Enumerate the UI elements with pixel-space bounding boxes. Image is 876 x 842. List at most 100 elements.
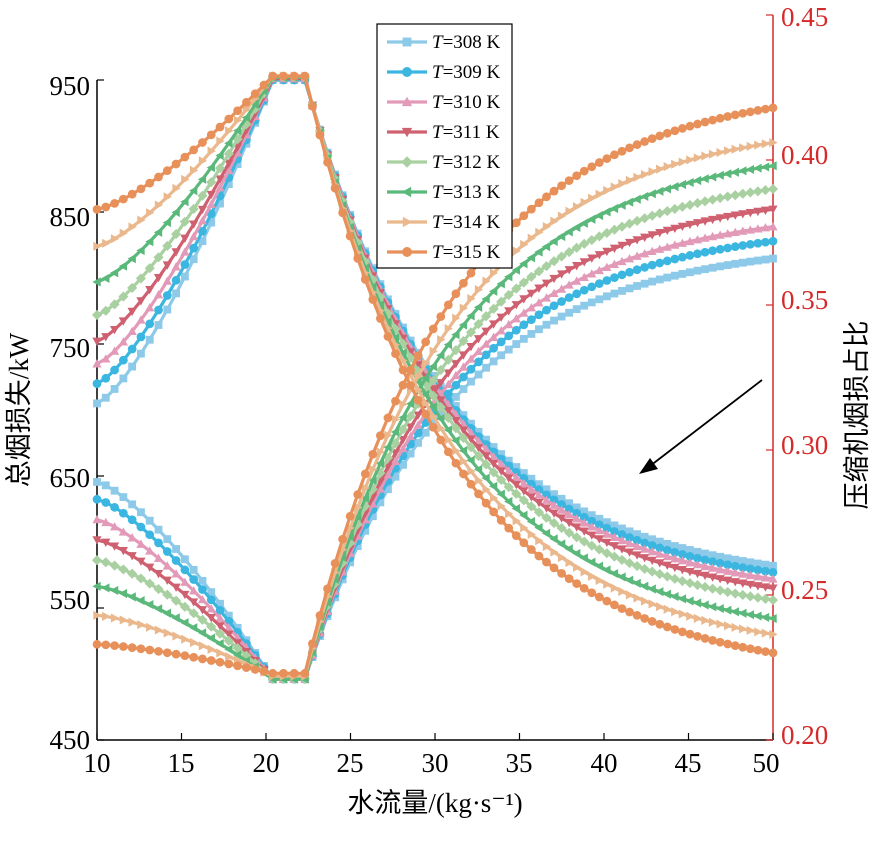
data-point xyxy=(730,561,740,571)
data-point xyxy=(670,224,680,233)
data-point xyxy=(723,605,732,615)
data-point xyxy=(91,309,103,321)
data-point xyxy=(572,523,582,532)
data-point xyxy=(549,288,559,298)
data-point xyxy=(579,272,589,282)
data-point xyxy=(730,110,740,120)
data-point xyxy=(579,238,590,249)
data-point xyxy=(154,625,164,635)
data-point xyxy=(708,557,717,567)
data-point xyxy=(459,385,468,393)
data-point xyxy=(137,215,146,225)
data-point xyxy=(716,262,725,271)
data-point xyxy=(353,490,363,499)
data-point xyxy=(602,518,611,527)
data-point xyxy=(497,450,506,458)
data-point xyxy=(397,424,409,435)
data-point xyxy=(655,543,665,553)
data-point xyxy=(692,598,702,608)
data-point xyxy=(473,335,484,344)
data-point xyxy=(443,406,453,416)
data-point xyxy=(647,547,657,556)
data-point xyxy=(647,617,657,626)
data-point xyxy=(602,529,612,538)
x-axis-title: 水流量/(kg·s⁻¹) xyxy=(347,788,522,818)
data-point xyxy=(587,298,596,307)
data-point xyxy=(730,641,740,651)
y-right-tick-label: 0.35 xyxy=(781,285,828,315)
data-point xyxy=(137,349,145,358)
data-point xyxy=(677,179,687,190)
data-point xyxy=(579,536,590,547)
data-point xyxy=(542,541,552,552)
data-point xyxy=(180,152,190,162)
data-point xyxy=(481,444,491,453)
data-point xyxy=(655,244,665,253)
data-point xyxy=(655,228,665,238)
data-point xyxy=(685,567,695,577)
data-point xyxy=(572,305,581,314)
data-point xyxy=(511,301,521,310)
data-point xyxy=(564,527,575,538)
data-point xyxy=(655,258,665,268)
data-point xyxy=(118,508,128,518)
data-point xyxy=(556,270,567,279)
data-point xyxy=(594,592,604,602)
data-point xyxy=(745,564,755,574)
data-point xyxy=(745,580,755,590)
data-point xyxy=(632,551,642,560)
data-point xyxy=(684,578,696,589)
data-point xyxy=(128,617,137,627)
data-point xyxy=(145,237,154,247)
data-point xyxy=(557,211,567,221)
data-point xyxy=(153,274,164,283)
data-point xyxy=(768,613,777,624)
data-point xyxy=(119,615,128,625)
data-point xyxy=(700,634,710,643)
data-point xyxy=(716,619,725,629)
data-point xyxy=(556,231,566,242)
data-point xyxy=(617,530,627,539)
data-point xyxy=(586,234,597,246)
data-point xyxy=(451,329,460,340)
data-point xyxy=(505,509,514,519)
data-point xyxy=(198,576,207,585)
data-point xyxy=(481,339,491,348)
data-point xyxy=(648,167,657,177)
data-point xyxy=(739,143,748,153)
data-point xyxy=(640,262,650,272)
data-point xyxy=(368,449,378,459)
data-point xyxy=(109,299,120,310)
data-point xyxy=(474,489,483,499)
data-point xyxy=(368,512,377,521)
data-point xyxy=(738,108,748,118)
data-point xyxy=(145,530,155,540)
data-point xyxy=(572,503,581,512)
data-point xyxy=(101,498,111,507)
data-point xyxy=(723,229,733,238)
data-point xyxy=(685,220,695,230)
data-point xyxy=(573,202,582,212)
data-point xyxy=(739,624,748,634)
data-point xyxy=(707,172,717,182)
data-point xyxy=(250,665,260,674)
data-point xyxy=(609,203,619,214)
data-point xyxy=(179,601,190,612)
left-tick-labels: 450 550 650 750 850 950 xyxy=(50,71,91,755)
data-point xyxy=(215,175,225,184)
data-point xyxy=(421,428,430,437)
data-point xyxy=(624,575,634,585)
data-point xyxy=(353,512,362,522)
data-point xyxy=(707,231,718,241)
data-point xyxy=(458,362,469,371)
data-point xyxy=(723,560,733,570)
data-point xyxy=(737,188,748,199)
data-point xyxy=(678,544,687,552)
data-point xyxy=(692,235,703,244)
data-point xyxy=(579,218,588,228)
data-point xyxy=(465,327,477,338)
data-point xyxy=(399,460,407,469)
data-point xyxy=(541,512,552,523)
data-point xyxy=(489,332,499,341)
data-point xyxy=(708,263,717,272)
